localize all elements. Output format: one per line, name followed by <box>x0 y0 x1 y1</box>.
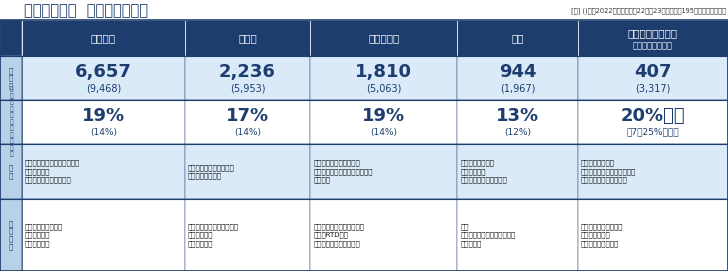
Text: 407: 407 <box>634 63 672 81</box>
Text: (1,967): (1,967) <box>500 83 535 93</box>
Bar <box>22 20 185 56</box>
Bar <box>22 144 185 199</box>
Bar <box>310 100 457 144</box>
Text: 加工食品: 加工食品 <box>91 33 116 43</box>
Bar <box>457 20 578 56</box>
Bar <box>310 56 457 100</box>
Text: １
回
あ
た
り
値
上
げ
率
平
均: １ 回 あ た り 値 上 げ 率 平 均 <box>9 87 13 157</box>
Bar <box>0 199 22 271</box>
Bar <box>310 144 457 199</box>
Text: ホットケーキミックス
オリーブオイル
乳幼児用粉ミルク類: ホットケーキミックス オリーブオイル 乳幼児用粉ミルク類 <box>581 223 623 247</box>
Text: (12%): (12%) <box>505 128 531 137</box>
Text: 6,657: 6,657 <box>75 63 132 81</box>
Text: 主
な
食
品: 主 な 食 品 <box>9 220 13 250</box>
Text: [注] ()内は2022年の実績値。22年・23年ともに計195社の値上げ品目数: [注] ()内は2022年の実績値。22年・23年ともに計195社の値上げ品目数 <box>571 7 726 14</box>
Text: 食用油の価格高騰
物流費の上昇
エネルギーコストの上昇: 食用油の価格高騰 物流費の上昇 エネルギーコストの上昇 <box>460 160 507 183</box>
Bar <box>0 144 22 199</box>
Bar <box>0 56 22 100</box>
Text: 1,810: 1,810 <box>355 63 413 81</box>
Bar <box>578 56 728 100</box>
Bar <box>578 100 728 144</box>
Bar <box>310 20 457 56</box>
Bar <box>578 20 728 56</box>
Bar <box>578 144 728 199</box>
Text: （7〜25%程度）: （7〜25%程度） <box>627 128 679 137</box>
Text: 原材料価格の上昇
包装資材・運輸コストの上昇
円安による輸入コスト増: 原材料価格の上昇 包装資材・運輸コストの上昇 円安による輸入コスト増 <box>581 160 636 183</box>
Text: 酒類・飲料: 酒類・飲料 <box>368 33 400 43</box>
Bar <box>22 199 185 271</box>
Text: 調味料: 調味料 <box>238 33 257 43</box>
Text: (3,317): (3,317) <box>636 83 670 93</box>
Bar <box>0 20 22 56</box>
Bar <box>457 144 578 199</box>
Text: 19%: 19% <box>363 107 405 125</box>
Text: 944: 944 <box>499 63 537 81</box>
Text: 品
目
数: 品 目 数 <box>9 67 13 89</box>
Bar <box>185 100 310 144</box>
Text: 20%以上: 20%以上 <box>621 107 685 125</box>
Bar <box>457 100 578 144</box>
Bar <box>578 199 728 271</box>
Text: 19%: 19% <box>82 107 125 125</box>
Text: 砂糖、食用油の価格高騰
包装資材費の上昇: 砂糖、食用油の価格高騰 包装資材費の上昇 <box>188 164 234 179</box>
Text: 背
景: 背 景 <box>9 164 13 179</box>
Text: 主な食品分野  価格改定の動向: 主な食品分野 価格改定の動向 <box>24 3 148 18</box>
Text: 輸入ワイン・ウィスキー類
焼酎・RTD飲料
エナジードリンク・豆乳: 輸入ワイン・ウィスキー類 焼酎・RTD飲料 エナジードリンク・豆乳 <box>314 223 365 247</box>
Text: (14%): (14%) <box>90 128 116 137</box>
Text: (9,468): (9,468) <box>86 83 121 93</box>
Text: 米菓
スナック・チョコレート菓子
ゼリー製品: 米菓 スナック・チョコレート菓子 ゼリー製品 <box>460 223 515 247</box>
Text: (5,953): (5,953) <box>230 83 265 93</box>
Bar <box>22 56 185 100</box>
Text: 原材料・パンほか: 原材料・パンほか <box>628 28 678 38</box>
Text: 17%: 17% <box>226 107 269 125</box>
Bar <box>185 20 310 56</box>
Bar <box>0 100 22 144</box>
Bar <box>185 56 310 100</box>
Bar <box>457 199 578 271</box>
Text: 13%: 13% <box>496 107 539 125</box>
Text: 菓子: 菓子 <box>511 33 524 43</box>
Text: （小麦・砂糖類）: （小麦・砂糖類） <box>633 41 673 50</box>
Text: (5,063): (5,063) <box>366 83 402 93</box>
Text: 円安による輸入コスト増
缶・ペットボトルなど包装資材
費の上昇: 円安による輸入コスト増 缶・ペットボトルなど包装資材 費の上昇 <box>314 160 373 183</box>
Text: (14%): (14%) <box>371 128 397 137</box>
Bar <box>310 199 457 271</box>
Bar <box>457 56 578 100</box>
Text: 冷凍食品、水産缶詰
シリアル食品
チルド麺製品: 冷凍食品、水産缶詰 シリアル食品 チルド麺製品 <box>25 223 63 247</box>
Bar <box>185 199 310 271</box>
Text: 2,236: 2,236 <box>219 63 276 81</box>
Text: (14%): (14%) <box>234 128 261 137</box>
Bar <box>22 100 185 144</box>
Text: 醤油、ソース、ケチャップ
調理用ワイン
ドレッシング: 醤油、ソース、ケチャップ 調理用ワイン ドレッシング <box>188 223 239 247</box>
Text: 食肉・水産品などの価格高騰
物流費の上昇
円安による輸入コスト増: 食肉・水産品などの価格高騰 物流費の上昇 円安による輸入コスト増 <box>25 160 80 183</box>
Bar <box>185 144 310 199</box>
